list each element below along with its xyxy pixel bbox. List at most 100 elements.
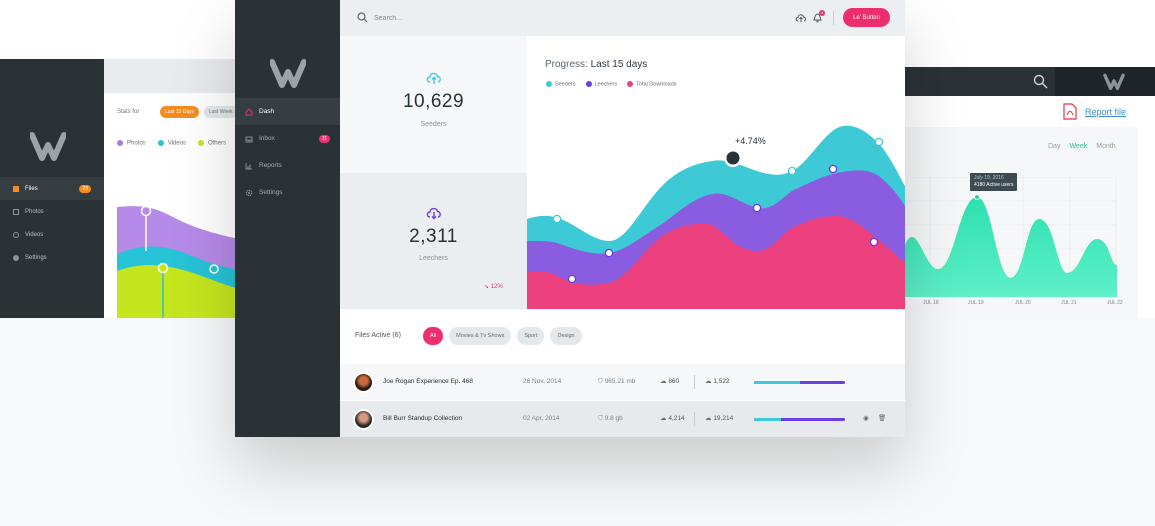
progress-chart: Progress: Last 15 days Seeders Leechers … bbox=[527, 36, 905, 309]
row-divider bbox=[694, 412, 695, 426]
left-preview-nav: Files 23 Photos Videos Settings bbox=[0, 177, 104, 269]
file-name: Bill Burr Standup Collection bbox=[383, 415, 463, 422]
tab-movies-tv-shows[interactable]: Movies & Tv Shows bbox=[449, 327, 512, 345]
progress-callout: +4.74% bbox=[735, 136, 766, 146]
search-input[interactable] bbox=[374, 11, 574, 25]
sidebar-item-label: Dash bbox=[259, 108, 275, 115]
last-week-pill[interactable]: Last Week bbox=[204, 106, 238, 118]
search-icon[interactable] bbox=[357, 12, 368, 23]
tab-month[interactable]: Month bbox=[1096, 143, 1116, 150]
cloud-upload-icon: ☁ bbox=[660, 378, 667, 385]
left-nav-item-videos[interactable]: Videos bbox=[0, 223, 104, 246]
notification-badge: 4 bbox=[819, 10, 825, 16]
play-icon bbox=[13, 231, 19, 238]
files-panel: Files Active (6) All Movies & Tv Shows S… bbox=[340, 309, 905, 437]
legend-leechers: Leechers bbox=[585, 81, 617, 87]
x-axis-label: JUL 20 bbox=[1015, 300, 1031, 306]
progress-title-range: Last 15 days bbox=[590, 59, 648, 70]
file-date: 26 Nov, 2014 bbox=[523, 378, 562, 385]
file-icon bbox=[13, 185, 19, 192]
legend-seeders: Seeders bbox=[546, 81, 576, 87]
file-size: ⛉ 9.8 gb bbox=[598, 401, 623, 437]
left-nav-item-settings[interactable]: Settings bbox=[0, 246, 104, 269]
camera-icon bbox=[13, 208, 19, 215]
leechers-stat-card: 2,311 Leechers ↘ 12% bbox=[340, 173, 527, 309]
upload-count: ☁ 860 bbox=[660, 364, 679, 400]
file-date: 02 Apr, 2014 bbox=[523, 415, 560, 422]
progress-bar-fill bbox=[754, 418, 782, 421]
sidebar-item-inbox[interactable]: Inbox 11 bbox=[235, 125, 340, 152]
trash-icon[interactable]: 🗑 bbox=[878, 415, 887, 422]
inbox-icon bbox=[245, 136, 253, 142]
left-preview-window: Files 23 Photos Videos Settings Stats fo… bbox=[0, 59, 250, 318]
tab-day[interactable]: Day bbox=[1048, 143, 1061, 150]
pdf-file-icon bbox=[1063, 103, 1077, 120]
progress-title: Progress: Last 15 days bbox=[545, 59, 647, 70]
download-count-value: 19,214 bbox=[713, 415, 734, 422]
home-icon bbox=[245, 107, 253, 115]
left-nav-label: Videos bbox=[25, 231, 44, 238]
file-name: Joe Rogan Experience Ep. 468 bbox=[383, 378, 473, 385]
progress-bar-fill bbox=[754, 381, 800, 384]
sidebar-item-label: Settings bbox=[259, 189, 283, 196]
leechers-label: Leechers bbox=[419, 255, 448, 262]
legend-photos: Photos bbox=[117, 140, 146, 147]
left-nav-item-photos[interactable]: Photos bbox=[0, 200, 104, 223]
upload-count-value: 4,214 bbox=[668, 415, 685, 422]
shield-icon: ⛉ bbox=[598, 415, 603, 422]
seeders-label: Seeders bbox=[420, 121, 447, 128]
leechers-change-value: 12% bbox=[490, 284, 503, 290]
tab-all[interactable]: All bbox=[423, 327, 444, 345]
sidebar-item-settings[interactable]: Settings bbox=[235, 179, 340, 206]
sidebar-item-dash[interactable]: Dash bbox=[235, 98, 340, 125]
left-nav-label: Photos bbox=[25, 208, 44, 215]
reports-icon bbox=[245, 162, 252, 169]
download-count: ☁ 1,522 bbox=[705, 364, 730, 400]
logo-icon bbox=[1103, 73, 1125, 90]
files-badge: 23 bbox=[79, 184, 91, 193]
progress-title-prefix: Progress: bbox=[545, 59, 588, 70]
chart-tooltip: July 19, 2016 4180 Active users bbox=[970, 173, 1018, 191]
main-dashboard-window: Dash Inbox 11 Reports Settings bbox=[235, 0, 905, 437]
legend-videos: Videos bbox=[157, 140, 186, 147]
topbar-divider bbox=[833, 11, 834, 25]
upload-count: ☁ 4,214 bbox=[660, 401, 685, 437]
x-axis-label: JUL 19 bbox=[968, 300, 984, 306]
cloud-upload-icon[interactable] bbox=[795, 12, 807, 23]
tab-sport[interactable]: Sport bbox=[517, 327, 545, 345]
tab-week[interactable]: Week bbox=[1069, 143, 1088, 150]
seeders-stat-card: 10,629 Seeders bbox=[340, 36, 527, 173]
trend-down-icon: ↘ bbox=[484, 284, 490, 290]
right-area-chart bbox=[905, 177, 1117, 297]
left-nav-label: Files bbox=[25, 185, 38, 192]
download-count: ☁ 19,214 bbox=[705, 401, 733, 437]
gear-icon bbox=[13, 254, 19, 261]
cloud-upload-icon: ☁ bbox=[660, 415, 667, 422]
x-axis-label: JUL 18 bbox=[923, 300, 939, 306]
logo-icon bbox=[29, 131, 67, 166]
left-preview-topbar bbox=[104, 59, 250, 93]
sidebar-item-label: Inbox bbox=[259, 135, 275, 142]
legend-others: Others bbox=[197, 140, 226, 147]
le-button[interactable]: Le' Button bbox=[843, 8, 890, 27]
left-nav-item-files[interactable]: Files 23 bbox=[0, 177, 104, 200]
last-15-days-pill[interactable]: Last 15 Days bbox=[160, 106, 200, 118]
report-file-link[interactable]: Report file bbox=[1063, 103, 1126, 120]
x-axis-label: JUL 22 bbox=[1107, 300, 1123, 306]
eye-icon[interactable]: ◉ bbox=[863, 415, 869, 422]
tab-design[interactable]: Design bbox=[550, 327, 582, 345]
table-row[interactable]: Bill Burr Standup Collection 02 Apr, 201… bbox=[340, 401, 905, 437]
table-row[interactable]: Joe Rogan Experience Ep. 468 26 Nov, 201… bbox=[340, 364, 905, 400]
progress-bar bbox=[754, 381, 845, 384]
sidebar-item-reports[interactable]: Reports bbox=[235, 152, 340, 179]
progress-legend: Seeders Leechers Total Downloads bbox=[546, 81, 677, 87]
left-nav-label: Settings bbox=[25, 254, 47, 261]
tooltip-value: 4180 Active users bbox=[974, 182, 1014, 188]
right-range-tabs: Day Week Month bbox=[1048, 143, 1116, 150]
progress-bar bbox=[754, 418, 845, 421]
bell-icon[interactable] bbox=[812, 11, 823, 23]
search-icon[interactable] bbox=[1033, 74, 1048, 89]
stats-for-label: Stats for bbox=[117, 109, 140, 115]
logo-icon bbox=[269, 58, 307, 93]
